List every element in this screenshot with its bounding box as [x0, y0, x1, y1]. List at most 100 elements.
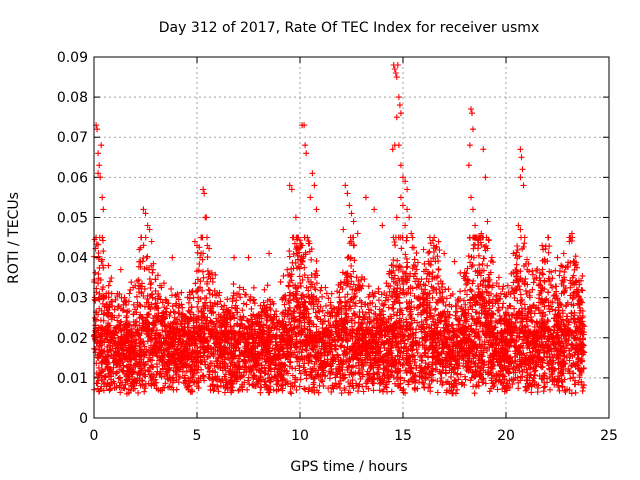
- scatter-point: [192, 280, 199, 287]
- scatter-point: [580, 365, 587, 371]
- scatter-point: [500, 382, 507, 389]
- scatter-point: [541, 303, 548, 310]
- scatter-point: [423, 266, 429, 273]
- scatter-point: [194, 345, 201, 351]
- scatter-point: [495, 378, 502, 385]
- scatter-point: [531, 275, 538, 282]
- scatter-point: [508, 321, 515, 328]
- scatter-point: [161, 347, 168, 354]
- scatter-point: [413, 275, 420, 282]
- scatter-point: [513, 249, 520, 256]
- scatter-point: [420, 290, 427, 296]
- scatter-point: [117, 319, 124, 326]
- scatter-point: [350, 281, 357, 288]
- scatter-point: [328, 389, 335, 395]
- scatter-point: [523, 366, 530, 373]
- scatter-point: [570, 370, 577, 377]
- scatter-point: [500, 372, 507, 379]
- scatter-point: [101, 380, 108, 387]
- scatter-point: [299, 291, 306, 298]
- scatter-point: [377, 322, 384, 329]
- scatter-point: [567, 327, 574, 334]
- scatter-point: [465, 323, 472, 330]
- scatter-point: [352, 334, 359, 341]
- scatter-point: [403, 350, 410, 357]
- scatter-point: [512, 319, 519, 326]
- scatter-point: [390, 288, 397, 295]
- scatter-point: [519, 296, 526, 303]
- scatter-point: [267, 327, 274, 334]
- scatter-point: [395, 382, 402, 389]
- scatter-point: [553, 288, 560, 295]
- scatter-point: [155, 386, 162, 393]
- scatter-point: [233, 378, 240, 385]
- scatter-point: [483, 315, 490, 322]
- scatter-point: [513, 324, 520, 331]
- scatter-point: [476, 372, 483, 379]
- scatter-point: [501, 376, 508, 383]
- scatter-point: [504, 348, 510, 355]
- scatter-point: [573, 259, 580, 266]
- scatter-point: [400, 273, 407, 280]
- scatter-point: [511, 305, 518, 312]
- scatter-point: [452, 312, 459, 319]
- scatter-point: [108, 299, 115, 305]
- scatter-point: [305, 287, 312, 294]
- scatter-point: [141, 343, 148, 350]
- scatter-point: [216, 289, 223, 296]
- scatter-point: [139, 314, 145, 321]
- scatter-point: [242, 291, 248, 298]
- scatter-point: [214, 384, 221, 390]
- scatter-point: [234, 309, 240, 316]
- scatter-point: [237, 313, 244, 320]
- scatter-point: [390, 305, 397, 312]
- scatter-point: [373, 327, 380, 334]
- scatter-point: [546, 243, 553, 250]
- scatter-point: [429, 269, 436, 276]
- scatter-point: [529, 318, 536, 325]
- scatter-point: [497, 290, 504, 297]
- scatter-point: [284, 381, 291, 388]
- scatter-point: [206, 308, 213, 315]
- scatter-point: [350, 268, 357, 275]
- scatter-point: [507, 359, 514, 366]
- scatter-point: [313, 258, 320, 264]
- scatter-point: [513, 277, 519, 284]
- scatter-point: [99, 366, 105, 373]
- scatter-point: [541, 332, 548, 339]
- scatter-point: [163, 311, 170, 318]
- scatter-point: [390, 234, 397, 241]
- scatter-point: [431, 234, 438, 241]
- scatter-point: [135, 389, 142, 396]
- scatter-point: [223, 321, 230, 328]
- scatter-point: [222, 376, 229, 382]
- scatter-point: [527, 349, 533, 356]
- scatter-point: [531, 310, 538, 317]
- scatter-point: [430, 376, 436, 383]
- scatter-point: [312, 309, 319, 316]
- scatter-point: [424, 310, 431, 317]
- scatter-point: [118, 366, 124, 373]
- scatter-point: [403, 264, 410, 271]
- scatter-point: [348, 263, 355, 269]
- scatter-point: [321, 352, 328, 359]
- x-axis-label: GPS time / hours: [290, 459, 407, 475]
- scatter-point: [106, 278, 113, 285]
- scatter-point: [359, 383, 366, 390]
- scatter-point: [277, 278, 284, 285]
- scatter-point: [301, 272, 308, 279]
- scatter-point: [460, 357, 467, 364]
- y-tick-label: 0.04: [57, 251, 88, 267]
- scatter-point: [509, 381, 516, 388]
- scatter-point: [296, 383, 303, 390]
- scatter-point: [568, 340, 575, 347]
- scatter-point: [522, 261, 529, 268]
- scatter-point: [279, 335, 286, 342]
- scatter-point: [111, 380, 118, 387]
- scatter-point: [420, 380, 427, 387]
- scatter-point: [489, 302, 496, 309]
- scatter-point: [187, 309, 194, 316]
- scatter-point: [402, 251, 409, 258]
- scatter-point: [297, 370, 304, 377]
- x-tick-label: 20: [497, 428, 515, 444]
